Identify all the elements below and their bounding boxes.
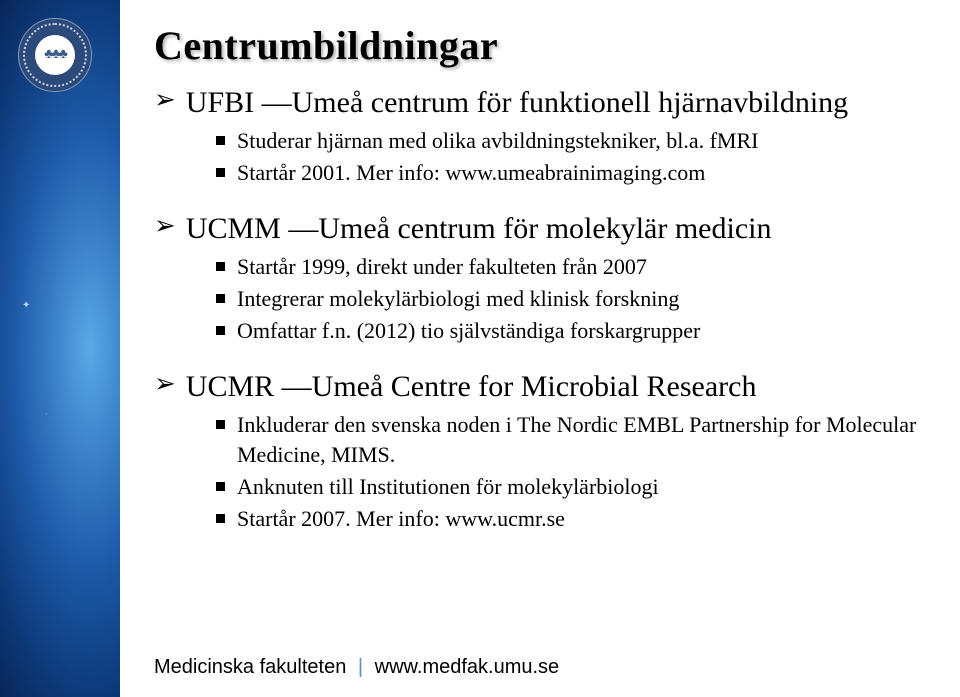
list-item-text: Startår 2001. Mer info: www.umeabrainima… xyxy=(237,158,705,188)
arrow-bullet-icon: ➢ xyxy=(154,367,176,401)
list-item-text: Anknuten till Institutionen för molekylä… xyxy=(237,472,659,502)
list-item: Startår 2001. Mer info: www.umeabrainima… xyxy=(216,158,930,188)
university-logo: ♣♣♣ xyxy=(18,18,92,92)
section-heading-row: ➢ UCMR —Umeå Centre for Microbial Resear… xyxy=(154,367,930,406)
slide-title: Centrumbildningar xyxy=(154,22,930,69)
star-decoration-icon: ✦ xyxy=(22,300,30,311)
sub-list: Startår 1999, direkt under fakulteten fr… xyxy=(216,252,930,345)
section-heading: UCMR —Umeå Centre for Microbial Research xyxy=(186,367,757,406)
list-item: Startår 2007. Mer info: www.ucmr.se xyxy=(216,504,930,534)
footer: Medicinska fakulteten | www.medfak.umu.s… xyxy=(154,656,559,679)
section-ucmr: ➢ UCMR —Umeå Centre for Microbial Resear… xyxy=(154,367,930,533)
square-bullet-icon xyxy=(216,514,225,523)
footer-separator: | xyxy=(358,656,363,678)
logo-dotted-ring xyxy=(23,23,87,87)
list-item: Inkluderar den svenska noden i The Nordi… xyxy=(216,410,930,469)
footer-left: Medicinska fakulteten xyxy=(154,656,346,678)
list-item-text: Studerar hjärnan med olika avbildningste… xyxy=(237,126,759,156)
sub-list: Inkluderar den svenska noden i The Nordi… xyxy=(216,410,930,533)
list-item-text: Startår 2007. Mer info: www.ucmr.se xyxy=(237,504,565,534)
left-gradient-panel: ♣♣♣ ✦ · xyxy=(0,0,120,697)
footer-right: www.medfak.umu.se xyxy=(375,656,560,678)
content-area: Centrumbildningar ➢ UFBI —Umeå centrum f… xyxy=(120,0,960,697)
arrow-bullet-icon: ➢ xyxy=(154,209,176,243)
list-item: Anknuten till Institutionen för molekylä… xyxy=(216,472,930,502)
square-bullet-icon xyxy=(216,420,225,429)
square-bullet-icon xyxy=(216,168,225,177)
list-item: Studerar hjärnan med olika avbildningste… xyxy=(216,126,930,156)
section-ucmm: ➢ UCMM —Umeå centrum för molekylär medic… xyxy=(154,209,930,345)
logo-outer-circle: ♣♣♣ xyxy=(18,18,92,92)
list-item-text: Integrerar molekylärbiologi med klinisk … xyxy=(237,284,679,314)
square-bullet-icon xyxy=(216,136,225,145)
section-heading-row: ➢ UCMM —Umeå centrum för molekylär medic… xyxy=(154,209,930,248)
list-item-text: Omfattar f.n. (2012) tio självständiga f… xyxy=(237,316,700,346)
slide: ♣♣♣ ✦ · Centrumbildningar ➢ UFBI —Umeå c… xyxy=(0,0,960,697)
list-item-text: Startår 1999, direkt under fakulteten fr… xyxy=(237,252,647,282)
square-bullet-icon xyxy=(216,482,225,491)
square-bullet-icon xyxy=(216,294,225,303)
sub-list: Studerar hjärnan med olika avbildningste… xyxy=(216,126,930,187)
star-decoration-icon: · xyxy=(45,410,48,419)
list-item: Omfattar f.n. (2012) tio självständiga f… xyxy=(216,316,930,346)
arrow-bullet-icon: ➢ xyxy=(154,83,176,117)
section-heading-row: ➢ UFBI —Umeå centrum för funktionell hjä… xyxy=(154,83,930,122)
section-heading: UFBI —Umeå centrum för funktionell hjärn… xyxy=(186,83,848,122)
square-bullet-icon xyxy=(216,262,225,271)
list-item: Integrerar molekylärbiologi med klinisk … xyxy=(216,284,930,314)
list-item-text: Inkluderar den svenska noden i The Nordi… xyxy=(237,410,930,469)
section-heading: UCMM —Umeå centrum för molekylär medicin xyxy=(186,209,772,248)
square-bullet-icon xyxy=(216,326,225,335)
section-ufbi: ➢ UFBI —Umeå centrum för funktionell hjä… xyxy=(154,83,930,187)
list-item: Startår 1999, direkt under fakulteten fr… xyxy=(216,252,930,282)
